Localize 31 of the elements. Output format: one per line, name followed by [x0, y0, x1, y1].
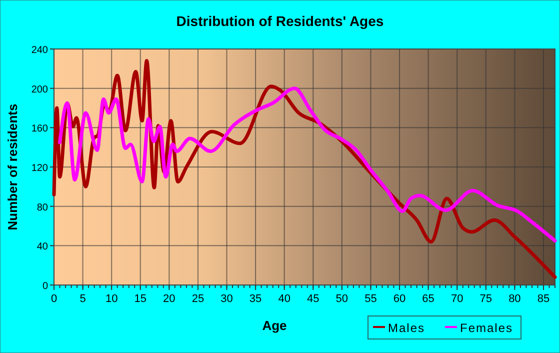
x-tick-label: 15 — [134, 293, 147, 305]
y-tick-label: 200 — [31, 84, 48, 96]
x-tick-label: 60 — [393, 293, 406, 305]
x-tick-label: 70 — [450, 293, 464, 305]
x-tick-label: 10 — [105, 293, 118, 305]
y-tick-label: 80 — [36, 202, 48, 214]
legend-label: Females — [460, 321, 514, 335]
x-tick-label: 75 — [480, 293, 492, 305]
chart-title: Distribution of Residents' Ages — [176, 13, 384, 29]
x-tick-label: 80 — [508, 293, 521, 305]
y-tick-label: 160 — [31, 124, 48, 135]
y-tick-label: 240 — [31, 45, 48, 56]
x-tick-label: 65 — [422, 293, 434, 305]
x-tick-label: 50 — [336, 293, 348, 305]
x-tick-label: 20 — [163, 293, 176, 305]
y-tick-label: 0 — [42, 281, 48, 292]
x-tick-label: 0 — [50, 293, 58, 305]
x-tick-label: 35 — [249, 293, 262, 305]
x-tick-label: 25 — [192, 293, 204, 305]
x-tick-label: 5 — [80, 293, 86, 305]
x-tick-label: 55 — [364, 293, 377, 305]
x-tick-label: 85 — [537, 293, 550, 305]
y-tick-label: 40 — [36, 242, 48, 253]
line-series — [58, 86, 557, 242]
x-axis-title: Age — [262, 318, 287, 333]
x-tick-label: 30 — [220, 293, 233, 305]
x-tick-label: 45 — [307, 293, 320, 305]
y-tick-label: 120 — [31, 163, 48, 174]
x-tick-label: 40 — [278, 293, 290, 305]
y-axis-title: Number of residents — [5, 104, 20, 230]
legend-label: Males — [388, 321, 426, 335]
